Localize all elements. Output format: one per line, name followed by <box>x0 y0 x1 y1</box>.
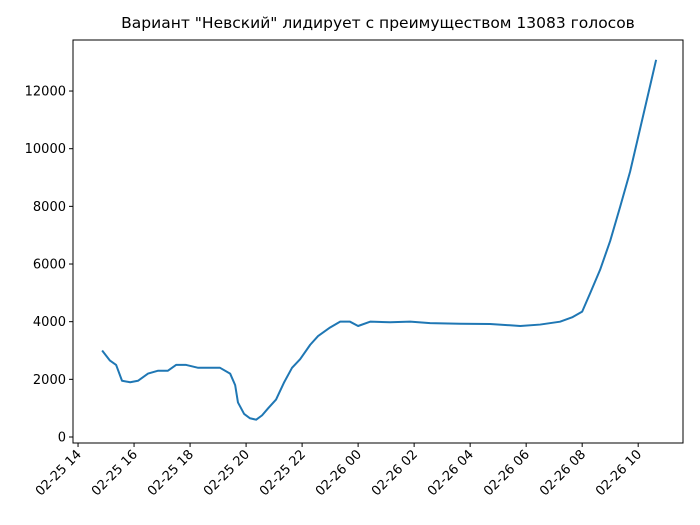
x-tick-label: 02-25 18 <box>145 447 197 499</box>
x-tick-label: 02-25 22 <box>257 447 309 499</box>
x-tick-label: 02-26 02 <box>369 447 421 499</box>
chart-title: Вариант "Невский" лидирует с преимуществ… <box>121 14 635 32</box>
y-tick-label: 12000 <box>25 85 66 100</box>
y-tick-label: 10000 <box>25 142 66 157</box>
x-tick-label: 02-25 16 <box>89 447 141 499</box>
y-tick-label: 0 <box>58 431 66 446</box>
x-tick-label: 02-26 08 <box>537 447 589 499</box>
x-tick-label: 02-25 14 <box>33 447 85 499</box>
x-tick-label: 02-26 10 <box>593 447 645 499</box>
x-tick-label: 02-26 06 <box>481 447 533 499</box>
x-tick-label: 02-26 00 <box>313 447 365 499</box>
y-tick-label: 2000 <box>33 373 66 388</box>
x-tick-label: 02-25 20 <box>201 447 253 499</box>
y-tick-label: 4000 <box>33 315 66 330</box>
line <box>101 59 658 421</box>
x-tick-label: 02-26 04 <box>425 447 477 499</box>
plot-frame <box>72 39 684 444</box>
y-tick-label: 8000 <box>33 200 66 215</box>
y-tick-label: 6000 <box>33 258 66 273</box>
